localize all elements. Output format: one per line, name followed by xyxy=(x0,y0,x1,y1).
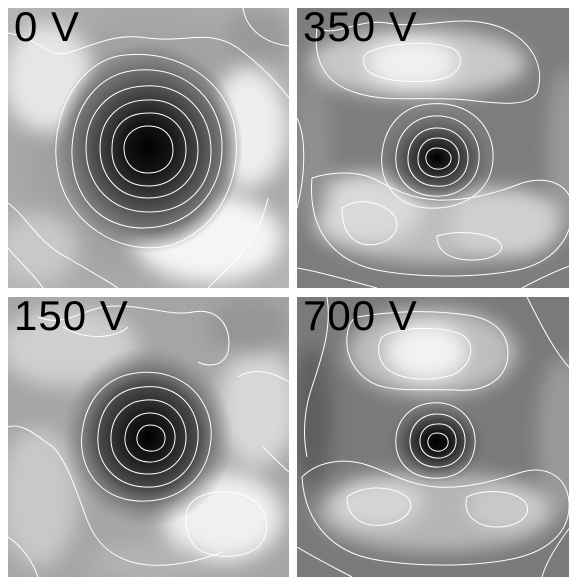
voltage-label: 350 V xyxy=(303,8,418,50)
voltage-label: 0 V xyxy=(14,8,81,50)
contour-map-150v xyxy=(8,297,289,577)
contour-lines xyxy=(297,297,569,577)
contour-map-700v xyxy=(297,297,569,577)
contour-map-panel-150v: 150 V xyxy=(8,297,289,577)
contour-lines xyxy=(8,8,289,288)
voltage-label: 700 V xyxy=(303,297,418,339)
contour-map-0v xyxy=(8,8,289,288)
voltage-label: 150 V xyxy=(14,297,129,339)
contour-map-350v xyxy=(297,8,569,288)
contour-map-panel-700v: 700 V xyxy=(297,297,569,577)
contour-map-panel-0v: 0 V xyxy=(8,8,289,288)
contour-map-panel-350v: 350 V xyxy=(297,8,569,288)
contour-lines xyxy=(8,305,289,577)
contour-lines xyxy=(297,20,569,288)
